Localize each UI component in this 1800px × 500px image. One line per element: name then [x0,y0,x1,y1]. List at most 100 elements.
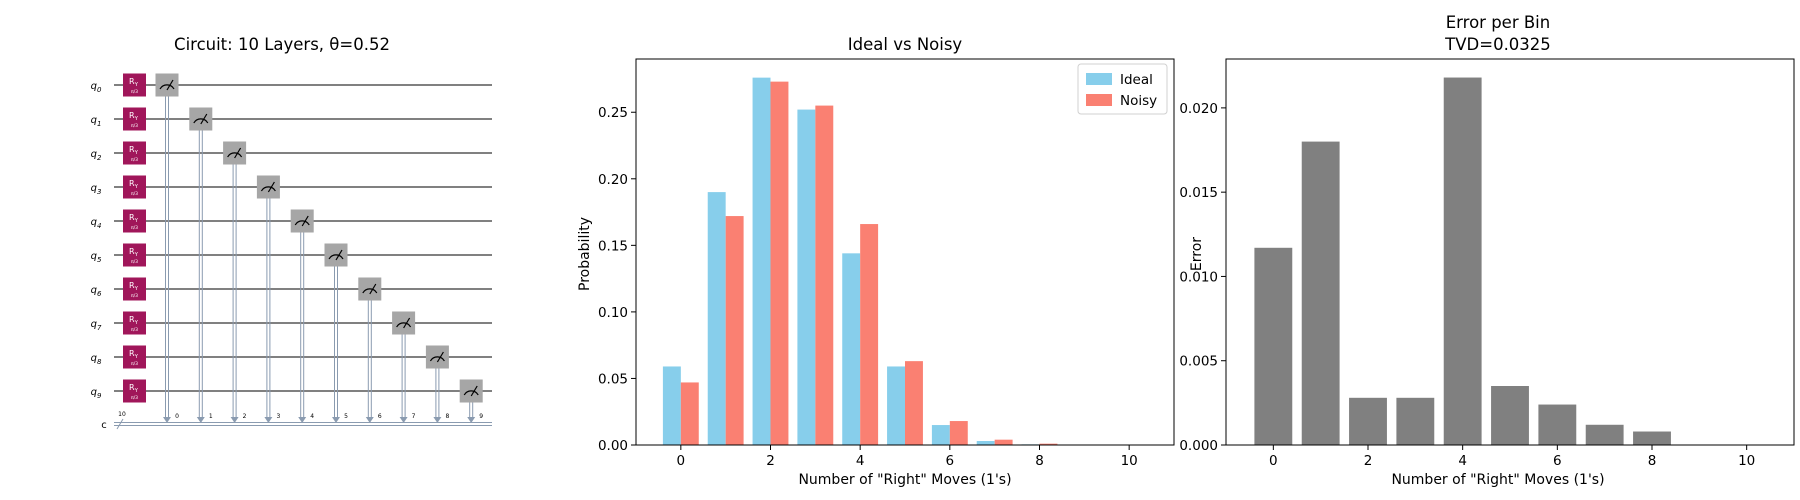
ry-gate-param: π/3 [131,123,138,129]
ry-gate-label: RY [129,349,139,360]
measure-arrow [264,417,273,423]
meter-arc [429,356,445,362]
qubit-label: q7 [91,319,102,332]
chart2-xtick-label: 2 [1364,453,1373,469]
ry-gate [123,311,146,335]
meter-arc [362,288,378,294]
circuit-diagram: Circuit: 10 Layers, θ=0.52 q0RYπ/3q1RYπ/… [91,35,492,431]
circuit-title: Circuit: 10 Layers, θ=0.52 [174,35,390,54]
measure-bit-index: 7 [412,413,416,420]
chart1-xlabel: Number of "Right" Moves (1's) [798,472,1011,488]
ry-gate-label-subscript: Y [134,218,139,224]
chart2-ytick-label: 0.000 [1179,438,1218,454]
meter-arc [294,220,310,226]
chart2-frame [1225,58,1795,446]
chart2-xtick-label: 0 [1269,453,1278,469]
chart1-title: Ideal vs Noisy [848,35,963,54]
chart1-xtick-label: 4 [856,453,865,469]
ry-gate-param: π/3 [131,157,138,163]
ry-gate-label-subscript: Y [134,388,139,394]
ry-gate-param: π/3 [131,259,138,265]
chart1-ytick-label: 0.20 [598,172,628,188]
qubit-label-subscript: 1 [97,120,101,128]
qubit-label-subscript: 3 [97,188,101,196]
chart2-ytick-label: 0.020 [1179,101,1218,117]
ry-gate-label-subscript: Y [134,184,139,190]
chart1-legend-box [1077,63,1168,115]
chart1-bar-ideal [931,425,950,445]
ry-gate-label: RY [129,383,139,394]
measure-arrow [298,417,307,423]
chart1-bar-noisy [725,216,744,445]
chart1-legend-swatch [1086,94,1112,106]
qubit-label-subscript: 9 [97,392,102,400]
chart2-ytick-label: 0.015 [1179,185,1218,201]
qubit-label-subscript: 7 [97,324,102,332]
chart2-bar [1538,404,1577,445]
chart1-ytick-label: 0.15 [598,238,628,254]
ry-gate [123,243,146,267]
qubit-label-subscript: 6 [97,290,102,298]
qubit-label: q3 [91,183,102,196]
measure-arrow [399,417,408,423]
ry-gate [123,209,146,233]
measure-bit-index: 9 [479,413,483,420]
classical-label: c [101,420,107,431]
meter-needle [301,215,309,227]
chart1-bar-noisy [860,224,879,445]
measure-bit-index: 3 [276,413,280,420]
ry-gate-label: RY [129,213,139,224]
ry-gate-param: π/3 [131,293,138,299]
ry-gate-label: RY [129,247,139,258]
chart1-ytick-label: 0.10 [598,305,628,321]
chart1-legend: Ideal Noisy [1077,63,1168,115]
classical-width: 10 [118,411,126,418]
ry-gate-label-subscript: Y [134,320,139,326]
chart1-ytick-label: 0.05 [598,371,628,387]
ry-gate [123,277,146,301]
chart2-xtick-label: 10 [1738,453,1755,469]
chart2-ytick-label: 0.010 [1179,269,1218,285]
measure-arrow [332,417,340,423]
chart1-bar-noisy [949,421,968,445]
chart1-legend-label: Ideal [1120,72,1153,88]
meter-arc [159,84,175,90]
chart2-bar [1254,247,1293,445]
chart2-xlabel: Number of "Right" Moves (1's) [1391,472,1604,488]
ry-gate [123,73,146,97]
measure-bit-index: 4 [310,413,314,420]
measure-bit-index: 6 [378,413,382,420]
chart1-bar-noisy [1039,443,1058,445]
chart1-ytick-label: 0.00 [598,438,628,454]
ry-gate [123,107,146,131]
ry-gate-label-subscript: Y [134,116,139,122]
ry-gate [123,141,146,165]
meter-needle [335,249,343,261]
meter-arc [463,390,479,396]
meter-needle [470,385,478,397]
measure-arrow [467,417,476,423]
qubit-label-subscript: 0 [97,86,102,94]
chart1-xtick-label: 6 [946,453,955,469]
chart2-bar [1396,397,1435,445]
ry-gate-param: π/3 [131,191,138,197]
qubit-label: q0 [91,81,102,94]
chart2-bar [1349,397,1387,445]
qubit-label-subscript: 4 [97,222,101,230]
chart2-xtick-label: 6 [1553,453,1562,469]
ry-gate [123,379,146,403]
chart1-ylabel: Probability [577,217,593,291]
measure-arrow [433,417,442,423]
ry-gate [123,175,146,199]
meter-arc [193,118,209,124]
meter-needle [403,317,411,329]
chart1-bar-ideal [707,192,726,445]
ry-gate-label: RY [129,145,139,156]
meter-needle [200,113,208,125]
ry-gate-label-subscript: Y [134,354,139,360]
meter-arc [227,152,243,158]
chart1-bar-ideal [842,253,861,445]
bundle-slash [116,418,124,430]
meter-arc [396,322,412,328]
